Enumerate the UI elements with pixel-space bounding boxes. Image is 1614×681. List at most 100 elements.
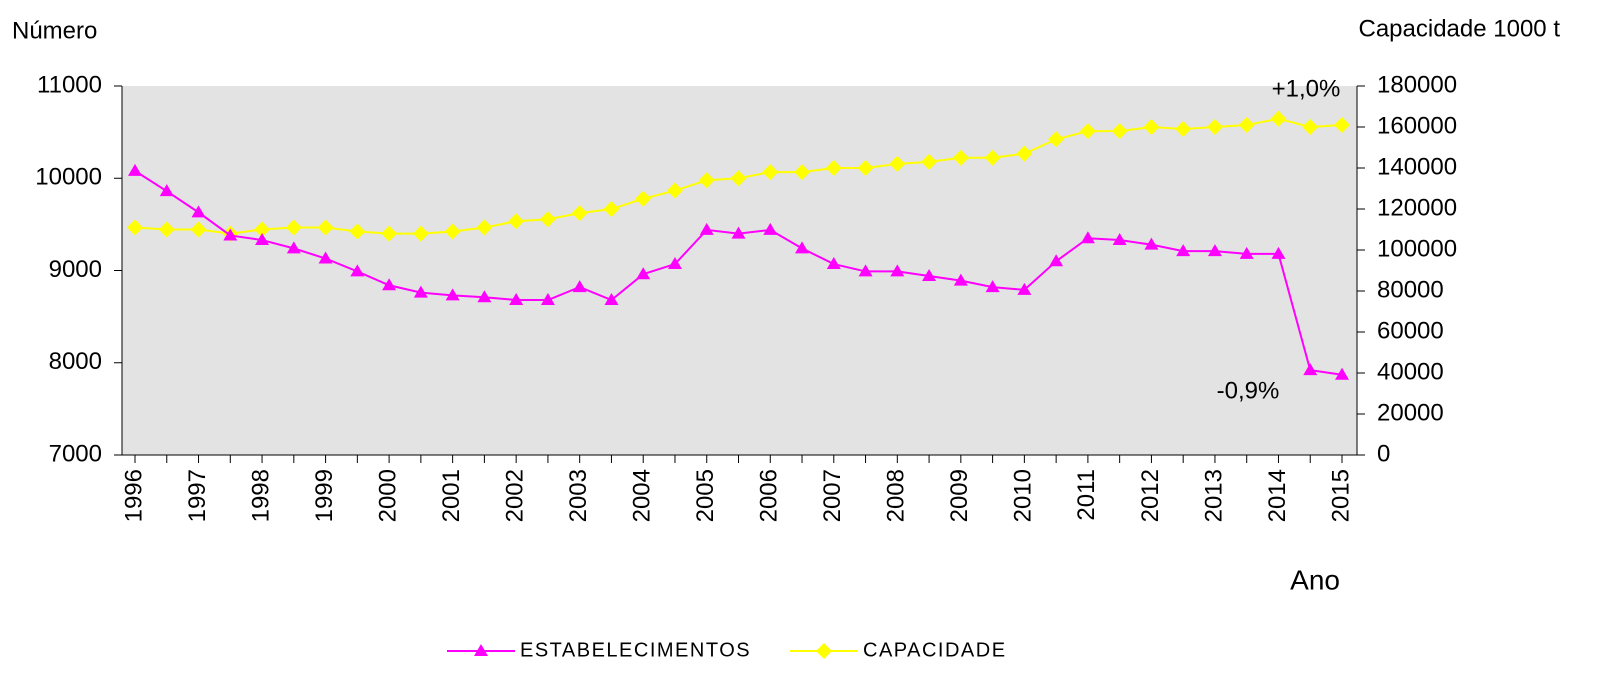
marker xyxy=(191,205,206,218)
marker xyxy=(349,223,366,240)
marker xyxy=(1175,121,1192,138)
marker xyxy=(826,257,841,270)
x-tick-label: 2000 xyxy=(374,469,401,522)
marker xyxy=(540,293,555,306)
marker xyxy=(508,213,525,230)
marker xyxy=(698,172,715,189)
y2-tick-label: 100000 xyxy=(1377,235,1457,262)
y2-tick-label: 40000 xyxy=(1377,358,1444,385)
marker xyxy=(317,219,334,236)
marker xyxy=(1143,119,1160,135)
marker xyxy=(1049,254,1064,267)
marker xyxy=(1079,123,1096,140)
y2-tick-label: 60000 xyxy=(1377,317,1444,344)
marker xyxy=(1176,244,1191,257)
marker xyxy=(889,155,906,172)
marker xyxy=(699,222,714,235)
marker xyxy=(795,241,810,254)
marker xyxy=(985,280,1000,293)
marker xyxy=(984,149,1001,166)
marker xyxy=(921,153,938,170)
marker xyxy=(413,285,428,298)
x-tick-label: 2002 xyxy=(502,469,529,522)
x-tick-label: 1997 xyxy=(184,469,211,522)
x-tick-label: 2009 xyxy=(946,469,973,522)
y2-tick-label: 140000 xyxy=(1377,153,1457,180)
y2-tick-label: 20000 xyxy=(1377,399,1444,426)
x-tick-label: 2005 xyxy=(692,469,719,522)
marker xyxy=(1303,363,1318,376)
marker xyxy=(1207,244,1222,257)
marker xyxy=(159,184,174,197)
marker xyxy=(1302,119,1319,135)
marker xyxy=(476,219,493,236)
marker xyxy=(762,164,779,181)
x-tick-label: 1998 xyxy=(247,469,274,522)
marker xyxy=(635,190,652,207)
y2-tick-label: 0 xyxy=(1377,440,1390,467)
marker xyxy=(158,221,175,238)
marker xyxy=(254,221,271,238)
marker xyxy=(953,273,968,286)
marker xyxy=(1239,246,1254,259)
y2-tick-label: 160000 xyxy=(1377,112,1457,139)
x-tick-label: 2008 xyxy=(883,469,910,522)
marker xyxy=(667,257,682,270)
annotation: -0,9% xyxy=(1217,377,1280,404)
marker xyxy=(890,264,905,277)
x-tick-label: 2011 xyxy=(1073,469,1100,521)
x-axis-label: Ano xyxy=(1290,564,1340,595)
marker xyxy=(922,269,937,282)
marker xyxy=(825,160,842,176)
x-tick-label: 2015 xyxy=(1327,469,1354,522)
x-tick-label: 2013 xyxy=(1200,469,1227,522)
marker xyxy=(382,278,397,291)
marker xyxy=(445,288,460,301)
marker xyxy=(1016,145,1033,162)
marker xyxy=(350,264,365,277)
marker xyxy=(1144,237,1159,250)
marker xyxy=(285,219,302,236)
y2-axis-label: Capacidade 1000 t xyxy=(1359,15,1561,42)
marker xyxy=(730,170,747,187)
x-tick-label: 2004 xyxy=(629,469,656,522)
marker xyxy=(223,228,238,241)
marker xyxy=(127,219,143,236)
x-tick-label: 2006 xyxy=(756,469,783,522)
marker xyxy=(318,251,333,264)
marker xyxy=(1111,123,1128,140)
marker xyxy=(572,280,587,293)
y-tick-label: 11000 xyxy=(37,71,102,98)
marker xyxy=(603,201,620,217)
marker xyxy=(381,225,398,242)
x-tick-label: 2007 xyxy=(819,469,846,522)
marker xyxy=(666,182,683,199)
y-tick-label: 9000 xyxy=(49,256,102,283)
plot-area xyxy=(122,86,1357,455)
x-tick-label: 2012 xyxy=(1137,469,1164,522)
marker xyxy=(444,223,461,240)
marker xyxy=(1334,116,1350,133)
marker xyxy=(1048,131,1065,148)
marker xyxy=(1238,116,1255,133)
y2-tick-label: 120000 xyxy=(1377,194,1457,221)
marker xyxy=(1270,110,1287,127)
marker xyxy=(539,211,556,228)
marker xyxy=(1271,246,1286,259)
legend-label: CAPACIDADE xyxy=(863,639,1007,661)
x-tick-label: 2003 xyxy=(565,469,592,522)
annotation: +1,0% xyxy=(1272,75,1341,102)
legend-marker xyxy=(816,643,832,659)
marker xyxy=(952,149,969,166)
marker xyxy=(571,205,588,222)
marker xyxy=(509,293,524,306)
y-tick-label: 7000 xyxy=(49,440,102,467)
marker xyxy=(1080,231,1095,244)
marker xyxy=(604,293,619,306)
x-tick-label: 2001 xyxy=(438,469,465,522)
x-tick-label: 1999 xyxy=(311,469,338,522)
marker xyxy=(255,233,270,246)
marker xyxy=(763,222,778,235)
y-tick-label: 8000 xyxy=(49,348,102,375)
